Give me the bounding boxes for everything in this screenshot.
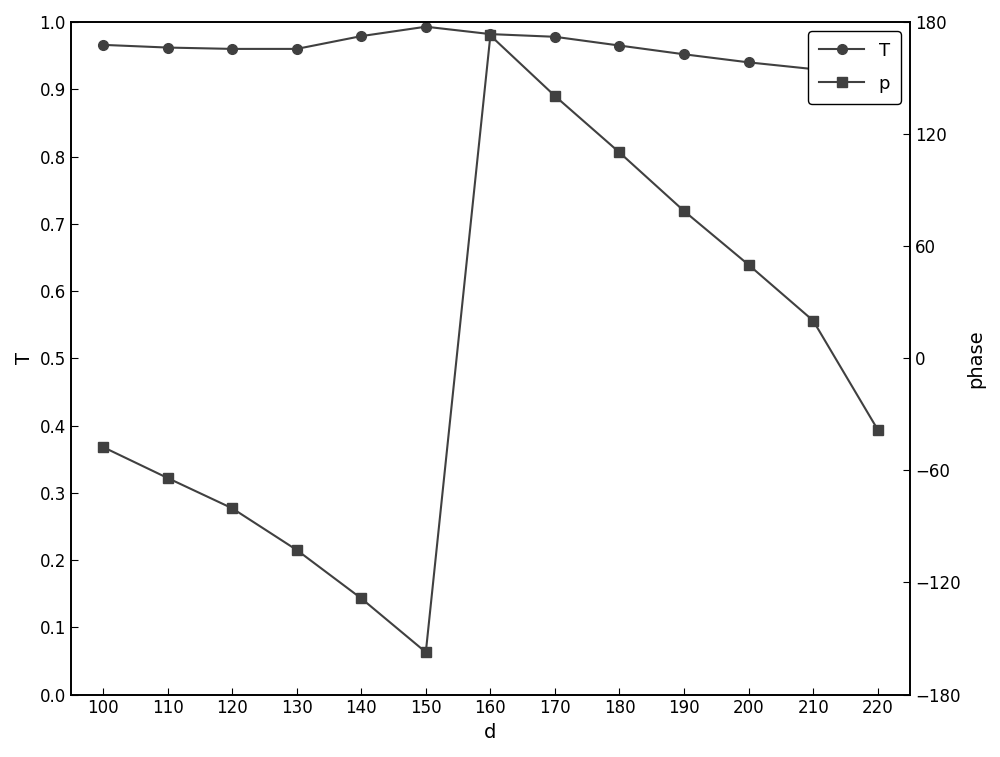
Y-axis label: T: T: [15, 352, 34, 364]
T: [872, 71, 884, 80]
T: [484, 30, 496, 39]
p: [291, 546, 303, 555]
p: [355, 593, 367, 603]
Legend: T, p: T, p: [808, 31, 901, 104]
p: [872, 425, 884, 434]
T: [743, 58, 755, 67]
p: [226, 503, 238, 512]
T: [807, 64, 819, 73]
Line: T: T: [98, 22, 883, 81]
T: [162, 43, 174, 52]
p: [613, 148, 625, 157]
T: [678, 50, 690, 59]
p: [549, 92, 561, 101]
p: [678, 207, 690, 216]
p: [420, 648, 432, 657]
T: [355, 32, 367, 41]
X-axis label: d: d: [484, 723, 497, 742]
T: [226, 45, 238, 54]
Line: p: p: [98, 30, 883, 657]
p: [807, 316, 819, 326]
T: [613, 41, 625, 50]
T: [549, 33, 561, 42]
p: [484, 31, 496, 40]
p: [97, 443, 109, 452]
p: [162, 473, 174, 482]
p: [743, 260, 755, 269]
Y-axis label: phase: phase: [966, 329, 985, 388]
T: [97, 40, 109, 49]
T: [420, 22, 432, 31]
T: [291, 45, 303, 54]
